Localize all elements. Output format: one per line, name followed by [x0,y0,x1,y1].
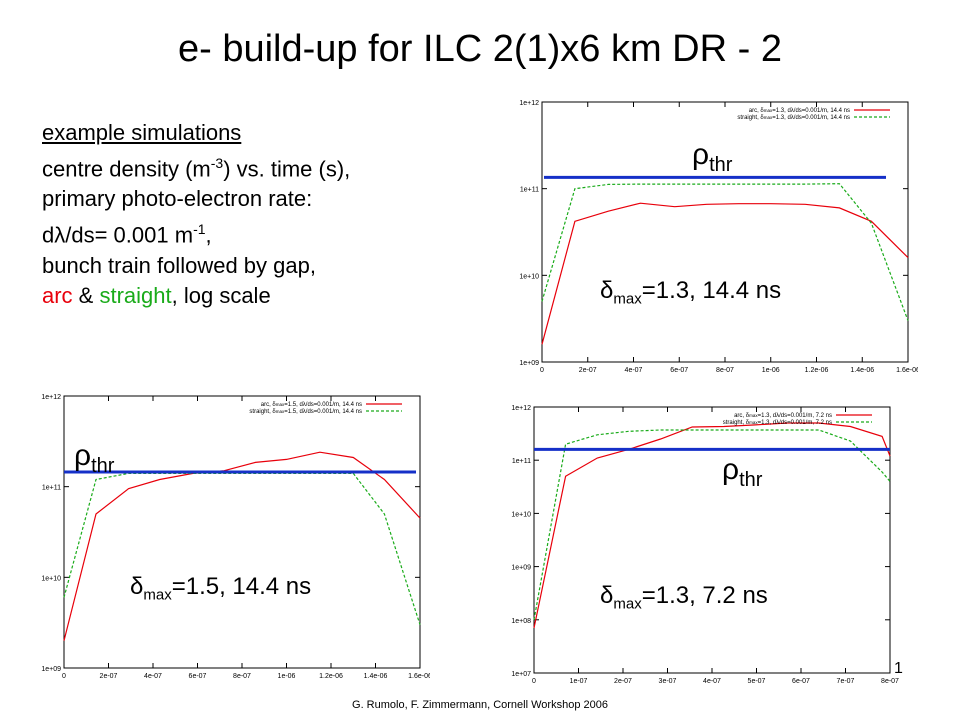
chart-top-right: 1e+09 1e+10 1e+11 1e+12 0 2e-07 4e-07 6e-07 8e-0… [519,100,918,374]
x-tick-label: 6e-07 [670,367,688,374]
y-tick-label: 1e+07 [511,671,531,678]
desc-line-5: bunch train followed by gap, [42,252,316,278]
y-tick-label: 1e+12 [41,394,61,401]
footer-credit: G. Rumolo, F. Zimmermann, Cornell Worksh… [352,699,608,711]
x-tick-label: 8e-07 [233,673,251,680]
desc-line-6: arc & straight, log scale [42,282,271,308]
desc-line-2: centre density (m-3) vs. time (s), [42,155,351,182]
y-tick-label: 1e+10 [511,511,531,518]
x-tick-label: 1e-07 [570,678,588,685]
x-tick-label: 4e-07 [703,678,721,685]
description-block: example simulations centre density (m-3)… [42,118,350,311]
arc-label: arc [42,282,73,308]
x-tick-label: 2e-07 [579,367,597,374]
x-tick-label: 7e-07 [837,678,855,685]
x-tick-label: 5e-07 [748,678,766,685]
desc-line-4: dλ/ds= 0.001 m-1, [42,221,212,248]
y-tick-label: 1e+08 [511,618,531,625]
series-line-straight [541,183,909,321]
series-line-straight [533,429,891,620]
x-tick-label: 2e-07 [614,678,632,685]
legend-entry: arc, δmax=1.3, dλ/ds=0.001/m, 14.4 ns [749,108,850,114]
x-tick-label: 0 [540,367,544,374]
page-number: 1 [894,660,903,677]
x-tick-label: 0 [62,673,66,680]
chart-bottom-right: 1e+07 1e+08 1e+09 1e+10 1e+11 1e+12 0 1e-07 2e-0… [511,405,899,685]
delta-max-annotation: δmax=1.5, 14.4 ns [130,573,311,603]
y-tick-label: 1e+11 [42,485,61,492]
x-tick-label: 1.2e-06 [319,673,343,680]
series-line-arc [533,422,891,629]
x-tick-label: 1.4e-06 [850,367,874,374]
plot-frame [541,101,909,363]
legend-entry: straight, δmax=1.5, dλ/ds=0.001/m, 14.4 … [249,409,362,415]
x-tick-label: 1.6e-06 [896,367,918,374]
x-tick-label: 4e-07 [144,673,162,680]
chart-bottom-left: 1e+09 1e+10 1e+11 1e+12 0 2e-07 4e-07 6e-07 8e-0… [41,394,430,680]
x-tick-label: 6e-07 [189,673,207,680]
y-tick-label: 1e+12 [519,100,539,107]
x-tick-label: 1.6e-06 [408,673,430,680]
x-tick-label: 1.2e-06 [805,367,829,374]
x-tick-label: 1e-06 [762,367,780,374]
y-tick-label: 1e+10 [41,575,61,582]
x-tick-label: 4e-07 [625,367,643,374]
x-tick-label: 0 [532,678,536,685]
desc-heading: example simulations [42,120,242,145]
y-tick-label: 1e+11 [512,458,531,465]
y-tick-label: 1e+12 [511,405,531,412]
series-line-arc [63,451,421,641]
delta-max-annotation: δmax=1.3, 7.2 ns [600,582,768,612]
legend-entry: arc, δmax=1.3, dλ/ds=0.001/m, 7.2 ns [734,413,832,419]
series-line-arc [541,202,909,345]
x-tick-label: 1e-06 [278,673,296,680]
y-tick-label: 1e+09 [519,360,539,367]
threshold-label: ρthr [722,453,763,491]
y-tick-label: 1e+11 [520,187,539,194]
y-tick-label: 1e+10 [519,273,539,280]
desc-line-3: primary photo-electron rate: [42,186,313,212]
slide-title: e- build-up for ILC 2(1)x6 km DR - 2 [178,28,782,70]
legend-entry: arc, δmax=1.5, dλ/ds=0.001/m, 14.4 ns [261,402,362,408]
legend-entry: straight, δmax=1.3, dλ/ds=0.001/m, 14.4 … [737,115,850,121]
threshold-label: ρthr [74,439,115,477]
legend-entry: straight, δmax=1.3, dλ/ds=0.001/m, 7.2 n… [723,420,832,426]
delta-max-annotation: δmax=1.3, 14.4 ns [600,277,781,307]
x-tick-label: 6e-07 [792,678,810,685]
plot-frame [63,395,421,669]
x-tick-label: 2e-07 [100,673,118,680]
straight-label: straight [99,282,172,308]
x-tick-label: 8e-07 [881,678,899,685]
x-tick-label: 3e-07 [659,678,677,685]
y-tick-label: 1e+09 [511,565,531,572]
threshold-label: ρthr [692,138,733,176]
x-tick-label: 1.4e-06 [364,673,388,680]
y-tick-label: 1e+09 [41,666,61,673]
x-tick-label: 8e-07 [716,367,734,374]
plot-frame [533,406,891,674]
